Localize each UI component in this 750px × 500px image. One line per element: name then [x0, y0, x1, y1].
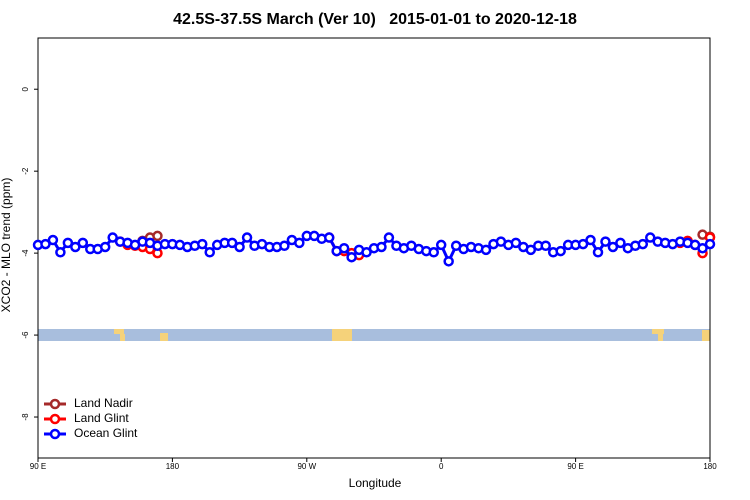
legend-label: Ocean Glint — [74, 426, 138, 440]
point — [77, 237, 89, 249]
point — [645, 232, 656, 243]
y-tick-label: 0 — [21, 86, 30, 91]
chart-title: 42.5S-37.5S March (Ver 10) 2015-01-01 to… — [173, 11, 577, 28]
x-tick-label: 0 — [439, 462, 444, 471]
legend-label: Land Nadir — [74, 396, 133, 410]
point — [323, 232, 335, 243]
point — [361, 247, 372, 258]
point — [525, 244, 537, 256]
point — [376, 241, 387, 253]
land-patch — [120, 334, 125, 341]
x-tick-label: 180 — [703, 462, 717, 471]
point — [510, 237, 522, 249]
point — [383, 232, 395, 243]
point — [637, 238, 649, 250]
point — [294, 237, 305, 249]
point — [152, 230, 163, 242]
point — [279, 240, 290, 251]
point — [40, 238, 51, 250]
point — [47, 234, 59, 246]
x-tick-label: 90 E — [30, 462, 46, 471]
y-tick-label: -4 — [21, 249, 30, 257]
land-ocean-strip — [38, 329, 710, 341]
land-patch — [702, 330, 710, 341]
point — [226, 237, 238, 249]
point — [540, 240, 551, 251]
point — [697, 242, 708, 254]
series — [32, 230, 716, 267]
point — [480, 244, 492, 256]
point — [55, 247, 66, 258]
land-patch — [160, 333, 168, 341]
land-patch — [332, 329, 352, 341]
point — [704, 238, 716, 250]
y-axis-label: XCO2 - MLO trend (ppm) — [0, 178, 13, 313]
point — [241, 232, 253, 243]
point — [435, 239, 447, 251]
point — [577, 238, 589, 250]
legend-label: Land Glint — [74, 411, 129, 425]
legend-marker — [49, 413, 61, 425]
point — [585, 234, 596, 246]
y-tick-label: -8 — [21, 413, 30, 421]
point — [107, 232, 118, 243]
land-patch — [652, 329, 664, 334]
point — [428, 247, 439, 258]
point — [70, 241, 81, 253]
land-patch — [658, 334, 663, 341]
point — [234, 241, 245, 253]
point — [443, 256, 454, 267]
x-axis-label: Longitude — [349, 476, 402, 490]
x-tick-label: 90 E — [567, 462, 583, 471]
y-tick-label: -2 — [21, 167, 30, 175]
point — [204, 247, 215, 258]
point — [600, 236, 611, 247]
x-tick-label: 180 — [166, 462, 180, 471]
point — [592, 247, 604, 258]
y-tick-label: -6 — [21, 331, 30, 339]
land-patch — [114, 329, 124, 334]
ocean-band — [38, 329, 710, 341]
point — [555, 245, 566, 257]
point — [607, 241, 619, 253]
point — [62, 237, 74, 249]
legend-marker — [49, 398, 61, 410]
point — [346, 251, 357, 263]
point — [99, 241, 111, 253]
point — [615, 237, 626, 249]
legend-marker — [49, 428, 61, 440]
point — [197, 238, 208, 250]
x-tick-label: 90 W — [297, 462, 316, 471]
point — [338, 242, 350, 254]
